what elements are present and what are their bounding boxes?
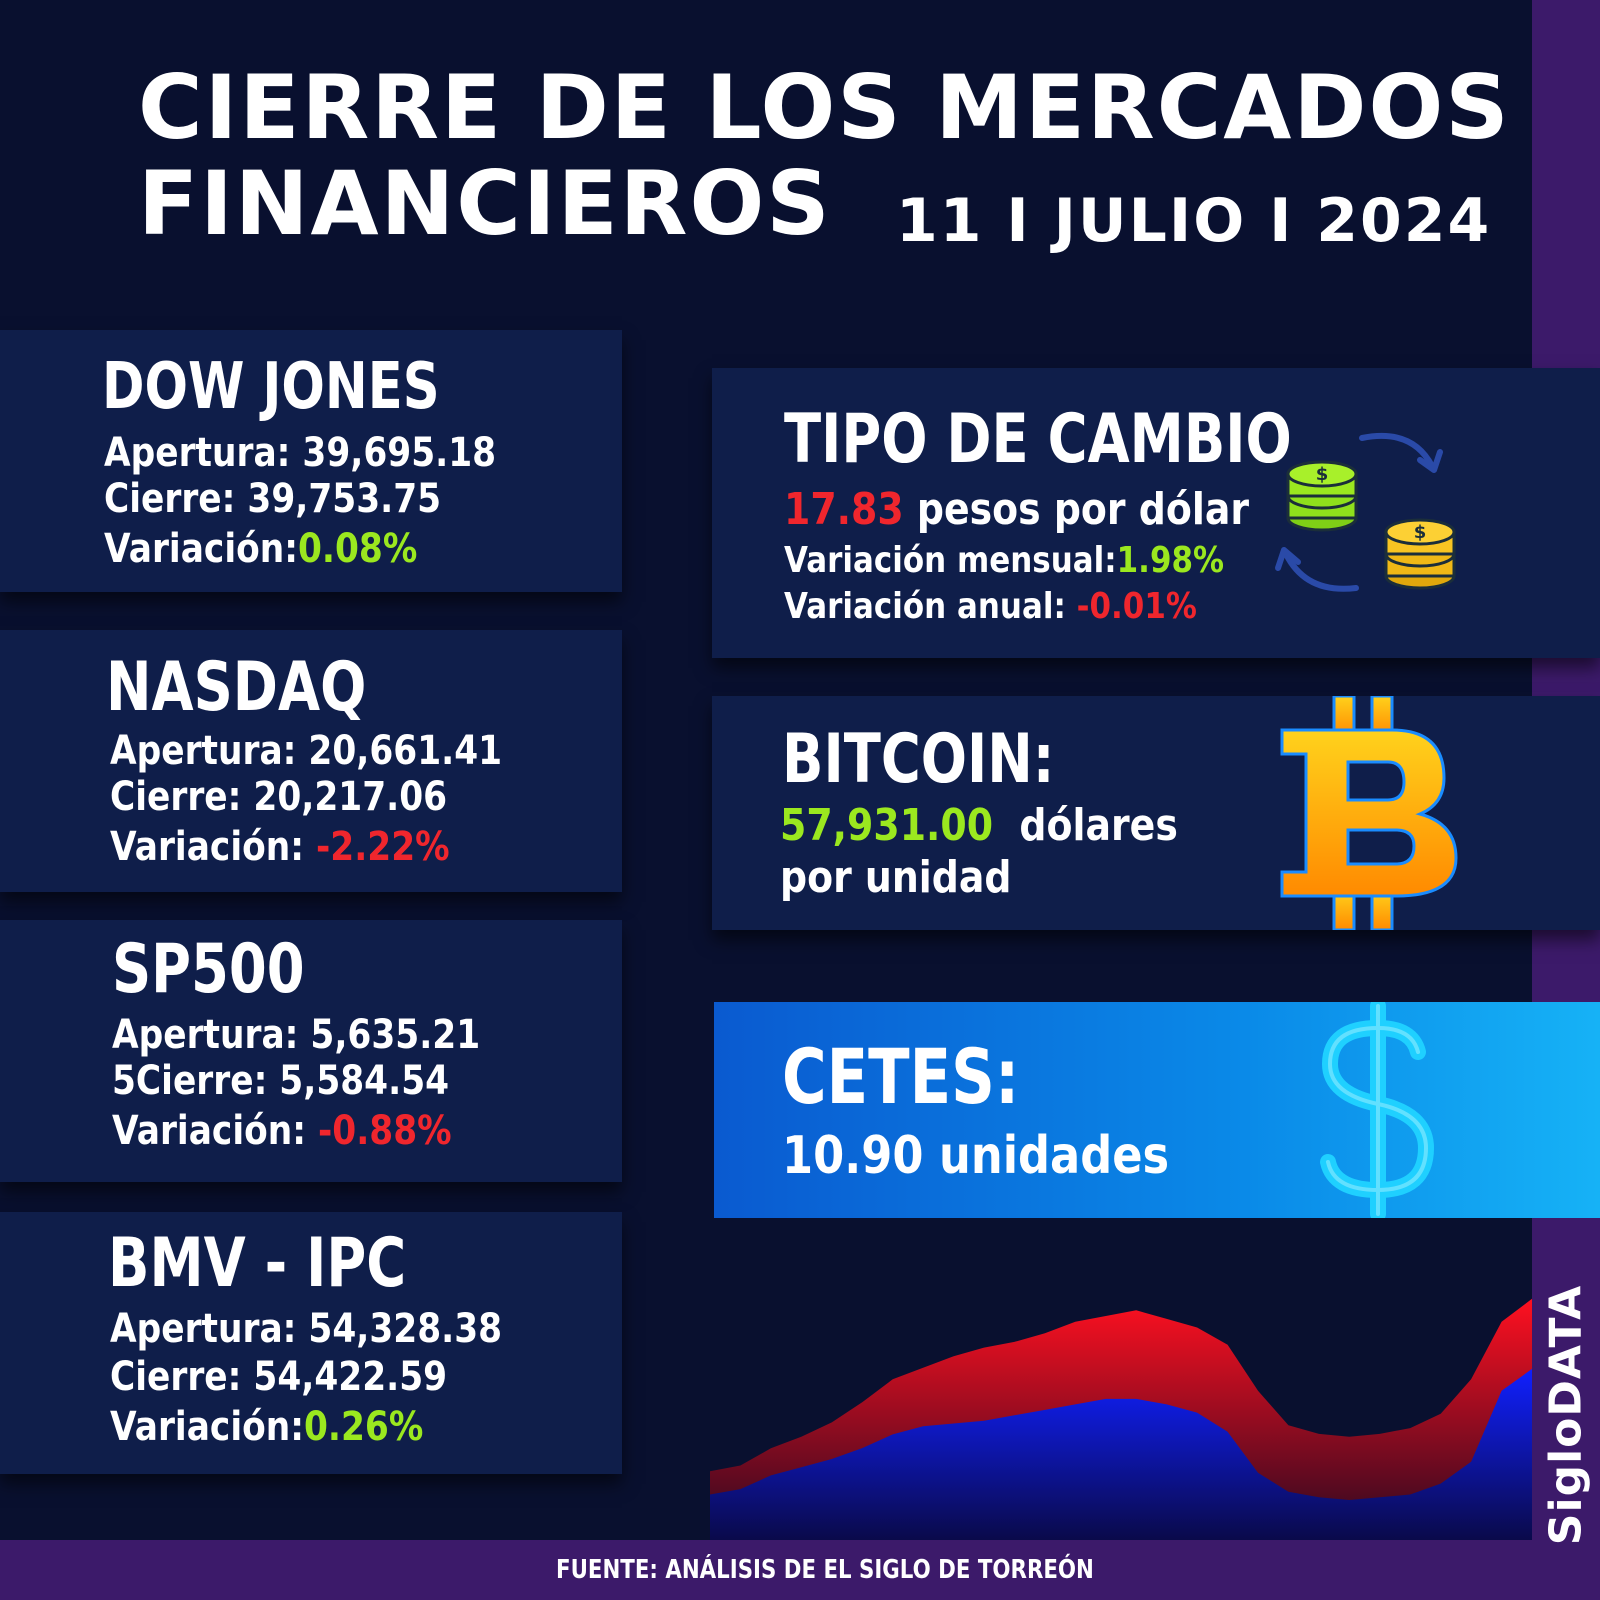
index-cierre: Cierre: 20,217.06 bbox=[110, 774, 448, 820]
bitcoin-card: BITCOIN: 57,931.00 dólares por unidad bbox=[712, 694, 1600, 932]
bitcoin-title: BITCOIN: bbox=[782, 720, 1055, 799]
index-apertura: Apertura: 20,661.41 bbox=[110, 728, 503, 774]
index-cierre: Cierre: 39,753.75 bbox=[104, 476, 442, 522]
index-card-nasdaq: NASDAQ Apertura: 20,661.41 Cierre: 20,21… bbox=[0, 630, 622, 892]
index-variacion: Variación: -2.22% bbox=[110, 824, 450, 870]
index-name: SP500 bbox=[112, 930, 305, 1009]
index-card-bmv-ipc: BMV - IPC Apertura: 54,328.38 Cierre: 54… bbox=[0, 1212, 622, 1474]
exchange-rate-monthly: Variación mensual:1.98% bbox=[784, 540, 1225, 581]
index-variacion: Variación: -0.88% bbox=[112, 1108, 452, 1154]
coin-exchange-icon: $ $ bbox=[1262, 426, 1482, 606]
index-variacion-value: -2.22% bbox=[315, 824, 450, 870]
bitcoin-unit-line2: por unidad bbox=[780, 852, 1012, 903]
svg-text:$: $ bbox=[1414, 522, 1427, 543]
index-name: NASDAQ bbox=[106, 648, 367, 727]
index-card-dow-jones: DOW JONES Apertura: 39,695.18 Cierre: 39… bbox=[0, 330, 622, 592]
index-apertura: Apertura: 54,328.38 bbox=[110, 1306, 503, 1352]
footer-bar bbox=[0, 1540, 1600, 1600]
index-variacion: Variación:0.26% bbox=[110, 1404, 424, 1450]
index-variacion: Variación:0.08% bbox=[104, 526, 418, 572]
index-variacion-value: -0.88% bbox=[317, 1108, 452, 1154]
svg-text:$: $ bbox=[1316, 464, 1329, 485]
index-name: DOW JONES bbox=[102, 350, 440, 424]
page-title-line2: FINANCIEROS bbox=[138, 152, 832, 255]
dollar-sign-icon bbox=[1308, 998, 1448, 1222]
exchange-rate-annual: Variación anual: -0.01% bbox=[784, 586, 1197, 627]
exchange-rate-title: TIPO DE CAMBIO bbox=[784, 400, 1292, 479]
bitcoin-value: 57,931.00 dólares bbox=[780, 800, 1178, 851]
index-apertura: Apertura: 39,695.18 bbox=[104, 430, 497, 476]
decorative-area-chart-svg bbox=[710, 1298, 1532, 1540]
index-card-sp500: SP500 Apertura: 5,635.21 5Cierre: 5,584.… bbox=[0, 920, 622, 1182]
index-variacion-value: 0.08% bbox=[297, 526, 418, 572]
index-apertura: Apertura: 5,635.21 bbox=[112, 1012, 481, 1058]
index-cierre: Cierre: 54,422.59 bbox=[110, 1354, 448, 1400]
index-cierre: 5Cierre: 5,584.54 bbox=[112, 1058, 450, 1104]
decorative-area-chart bbox=[710, 1220, 1532, 1540]
cetes-title: CETES: bbox=[782, 1032, 1020, 1121]
cetes-value: 10.90 unidades bbox=[782, 1126, 1170, 1186]
source-note: FUENTE: ANÁLISIS DE EL SIGLO DE TORREÓN bbox=[556, 1555, 1094, 1585]
brand-logo: SigloDATA bbox=[1540, 1284, 1592, 1546]
bitcoin-icon bbox=[1272, 694, 1472, 932]
index-variacion-value: 0.26% bbox=[303, 1404, 424, 1450]
exchange-rate-card: TIPO DE CAMBIO 17.83 pesos por dólar Var… bbox=[712, 368, 1600, 658]
page-date: 11 I JULIO I 2024 bbox=[896, 186, 1492, 256]
index-name: BMV - IPC bbox=[108, 1224, 407, 1303]
cetes-card: CETES: 10.90 unidades bbox=[714, 998, 1600, 1222]
exchange-rate-value: 17.83 pesos por dólar bbox=[784, 484, 1250, 535]
page-title: CIERRE DE LOS MERCADOS FINANCIEROS bbox=[138, 60, 1511, 252]
area-series-blue bbox=[710, 1368, 1532, 1540]
page-title-line1: CIERRE DE LOS MERCADOS bbox=[138, 56, 1511, 159]
